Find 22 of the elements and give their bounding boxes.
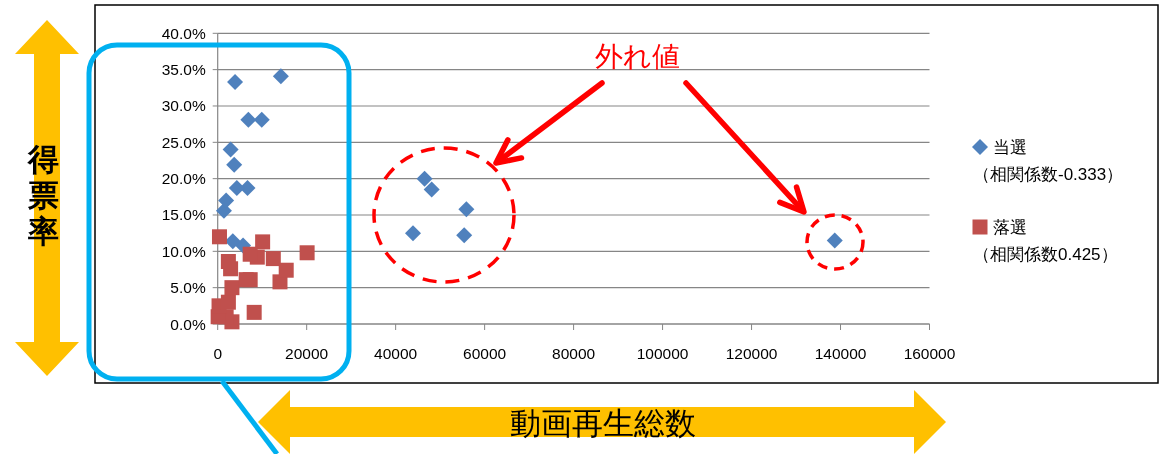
x-tick-label: 80000: [552, 345, 596, 362]
legend-label: 当選（相関係数-0.333）: [973, 138, 1124, 184]
x-tick-label: 20000: [285, 345, 329, 362]
y-tick-label: 30.0%: [161, 97, 206, 115]
annotation: 外れ値: [594, 41, 680, 72]
y-tick-label: 20.0%: [161, 170, 206, 188]
y-tick-label: 25.0%: [161, 133, 206, 151]
y-tick-label: 5.0%: [170, 279, 206, 297]
x-tick-label: 160000: [903, 345, 956, 362]
y-tick-label: 15.0%: [161, 206, 206, 224]
y-tick-label: 0.0%: [170, 315, 206, 333]
y-tick-label: 10.0%: [161, 242, 206, 260]
y-tick-label: 35.0%: [161, 61, 206, 79]
legend-label: 落選（相関係数0.425）: [973, 218, 1118, 264]
x-tick-label: 60000: [463, 345, 507, 362]
x-tick-label: 40000: [374, 345, 418, 362]
x-tick-label: 0: [213, 345, 223, 362]
x-tick-label: 120000: [725, 345, 778, 362]
x-tick-label: 140000: [814, 345, 867, 362]
x-axis-title: 動画再生総数: [510, 406, 696, 441]
x-tick-label: 100000: [636, 345, 689, 362]
y-tick-label: 40.0%: [161, 24, 206, 42]
